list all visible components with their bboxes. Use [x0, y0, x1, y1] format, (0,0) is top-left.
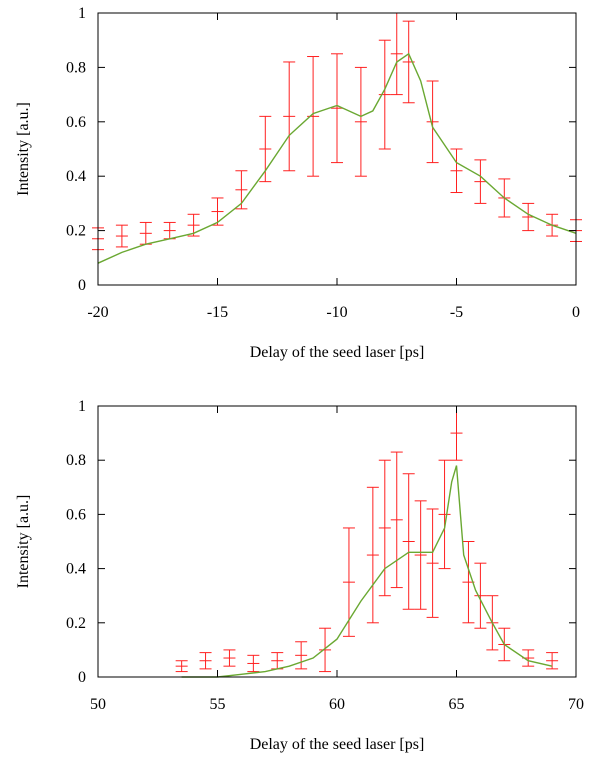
x-axis-title: Delay of the seed laser [ps]: [250, 344, 425, 361]
y-tick-label: 0: [78, 669, 86, 686]
y-tick-label: 1: [78, 5, 86, 22]
chart-panel-1: -20 -15 -10 -5 0 0 0.2 0.4 0.6 0.8 1 Delay of the s…: [15, 5, 582, 361]
y-tick-label: 0.4: [66, 561, 86, 578]
data-point: [474, 159, 487, 204]
data-point: [342, 527, 355, 637]
data-point: [283, 61, 296, 172]
y-axis-title: Intensity [a.u.]: [15, 495, 32, 589]
data-point: [366, 486, 379, 624]
y-tick-label: 0.8: [66, 452, 86, 469]
x-tick-label: 65: [449, 696, 465, 713]
data-point: [319, 627, 332, 673]
x-tick-label: 50: [90, 696, 106, 713]
data-point: [450, 405, 463, 461]
y-axis-title: Intensity [a.u.]: [15, 102, 32, 196]
data-point: [474, 562, 487, 629]
y-tick-label: 0.6: [66, 114, 86, 131]
data-point: [354, 66, 367, 177]
data-point: [546, 652, 559, 670]
data-point: [175, 660, 188, 673]
y-tick-label: 0.2: [66, 615, 86, 632]
y-tick-label: 0.6: [66, 506, 86, 523]
data-point: [295, 641, 308, 670]
x-tick-label: -15: [207, 304, 228, 321]
data-point: [390, 12, 403, 96]
data-point: [378, 39, 391, 150]
x-tick-label: -5: [450, 304, 463, 321]
data-point: [426, 508, 439, 618]
data-point: [271, 652, 284, 670]
data-point: [390, 451, 403, 589]
data-point: [115, 224, 128, 248]
data-point: [378, 459, 391, 597]
x-tick-label: -20: [87, 304, 108, 321]
data-point: [223, 649, 236, 667]
data-point: [402, 473, 415, 610]
data-point: [450, 148, 463, 194]
y-tick-label: 0.2: [66, 223, 86, 240]
data-point: [331, 53, 343, 164]
fit-curve: [181, 465, 553, 678]
data-series: [92, 12, 582, 251]
data-point: [438, 459, 451, 570]
data-point: [522, 202, 535, 232]
data-point: [247, 654, 260, 673]
x-tick-label: 55: [210, 696, 226, 713]
x-tick-label: 60: [329, 696, 345, 713]
y-tick-label: 0: [78, 277, 86, 294]
x-tick-label: 0: [572, 304, 580, 321]
chart-panel-2: 50 55 60 65 70 0 0.2 0.4 0.6 0.8 1 Delay of the see…: [15, 398, 584, 753]
data-point: [211, 197, 224, 226]
data-point: [498, 627, 511, 662]
y-tick-label: 1: [78, 398, 86, 415]
data-point: [163, 221, 176, 240]
x-tick-label: 70: [568, 696, 584, 713]
data-point: [139, 221, 152, 245]
data-point: [426, 80, 439, 164]
x-tick-label: -10: [326, 304, 347, 321]
x-axis-title: Delay of the seed laser [ps]: [250, 736, 425, 753]
data-point: [199, 652, 212, 670]
y-tick-label: 0.8: [66, 59, 86, 76]
data-point: [187, 213, 200, 237]
data-point: [414, 500, 427, 610]
fit-curve: [97, 52, 577, 264]
data-point: [307, 56, 320, 177]
y-tick-label: 0.4: [66, 168, 86, 185]
data-series: [175, 405, 559, 673]
